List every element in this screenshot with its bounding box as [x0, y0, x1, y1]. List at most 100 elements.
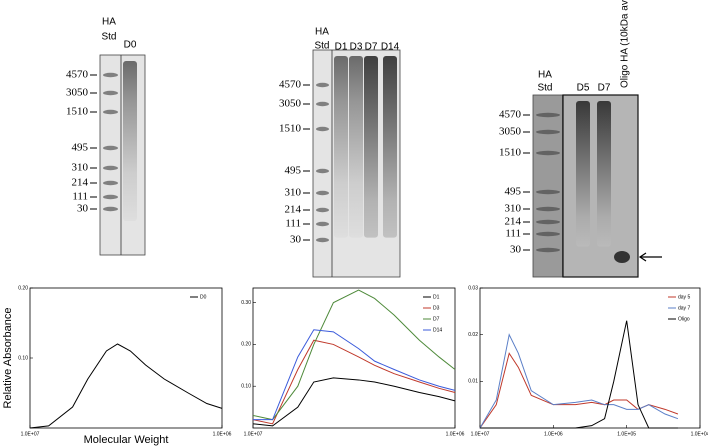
x-tick-label: 1.0E+06: [213, 431, 232, 437]
data-line: [479, 352, 679, 429]
legend-label: D7: [433, 316, 440, 322]
arrow-head: [638, 252, 647, 262]
marker-label: 111: [505, 228, 521, 240]
y-tick-label: 0.03: [468, 285, 478, 291]
std-band: [536, 247, 560, 253]
marker-label: 310: [285, 187, 302, 199]
std-band: [316, 126, 329, 132]
marker-label: 4570: [499, 109, 522, 121]
marker-label: 30: [290, 234, 302, 246]
std-band: [316, 207, 329, 213]
std-band: [103, 206, 118, 212]
std-band: [103, 145, 118, 151]
lane-label: D3: [350, 42, 363, 53]
legend-label: day 7: [678, 305, 690, 311]
x-axis-label: Molecular Weight: [84, 434, 169, 446]
marker-label: 111: [72, 191, 88, 203]
legend-label: day 5: [678, 294, 690, 300]
marker-label: 4570: [279, 79, 302, 91]
lane-smear: [364, 56, 378, 238]
std-band: [103, 72, 118, 78]
plot-frame: [29, 287, 223, 429]
data-line: [252, 377, 456, 427]
std-band: [536, 129, 560, 135]
marker-label: 3050: [499, 126, 522, 138]
marker-label: 310: [505, 203, 522, 215]
gel-header: Std: [537, 83, 552, 94]
std-band: [536, 231, 560, 237]
marker-label: 214: [505, 216, 522, 228]
marker-label: 3050: [66, 87, 89, 99]
gel-header: HA: [315, 27, 329, 38]
marker-label: 30: [510, 244, 522, 256]
lane-label: D14: [381, 42, 400, 53]
marker-label: 4570: [66, 69, 89, 81]
plot-frame: [479, 287, 701, 429]
lane-label: Oligo HA (10kDa av): [620, 0, 631, 88]
marker-label: 495: [505, 186, 522, 198]
std-band: [103, 109, 118, 115]
marker-label: 111: [285, 218, 301, 230]
x-tick-label: 1.0E+05: [617, 431, 636, 437]
std-band: [536, 150, 560, 156]
data-line: [253, 329, 456, 421]
y-tick-label: 0.02: [468, 332, 478, 338]
y-axis-label: Relative Absorbance: [2, 308, 14, 409]
y-tick-label: 0.20: [18, 285, 28, 291]
marker-label: 214: [72, 177, 89, 189]
x-tick-label: 1.0E+06: [544, 431, 563, 437]
marker-label: 310: [72, 162, 89, 174]
y-tick-label: 0.20: [241, 342, 251, 348]
lane-smear: [576, 101, 590, 247]
lane-label: D1: [335, 42, 348, 53]
std-band: [536, 219, 560, 225]
gel-header: Std: [314, 41, 329, 52]
std-band: [103, 180, 118, 186]
std-band: [316, 168, 329, 174]
lane-smear: [597, 101, 611, 247]
legend-label: D14: [433, 327, 442, 333]
lane-smear: [123, 61, 137, 221]
legend-label: D3: [433, 305, 440, 311]
x-tick-label: 1.0E+07: [244, 431, 263, 437]
x-tick-label: 1.0E+04: [691, 431, 708, 437]
marker-label: 1510: [279, 123, 302, 135]
x-tick-label: 1.0E+07: [471, 431, 490, 437]
y-tick-label: 0.30: [241, 300, 251, 306]
legend-label: Oligo: [678, 316, 690, 322]
legend-label: D0: [200, 294, 207, 300]
marker-label: 30: [77, 203, 89, 215]
std-band: [103, 194, 118, 200]
lane-label: D5: [577, 83, 590, 94]
data-line: [480, 320, 678, 429]
gel-header: HA: [102, 17, 116, 28]
gel-header: Std: [101, 32, 116, 43]
std-band: [316, 237, 329, 243]
data-line: [252, 289, 456, 421]
lane-label: D0: [124, 40, 137, 51]
y-tick-label: 0.10: [241, 384, 251, 390]
y-tick-label: 0.10: [18, 355, 28, 361]
oligo-band: [614, 251, 630, 263]
gel-header: HA: [538, 70, 552, 81]
marker-label: 495: [285, 165, 302, 177]
marker-label: 495: [72, 142, 89, 154]
std-band: [316, 101, 329, 107]
lane-smear: [383, 56, 397, 238]
std-band: [536, 189, 560, 195]
data-line: [29, 343, 223, 429]
std-band: [316, 221, 329, 227]
marker-label: 1510: [66, 106, 89, 118]
data-line: [252, 339, 456, 425]
y-tick-label: 0.01: [468, 379, 478, 385]
std-band: [536, 112, 560, 118]
lane-label: D7: [598, 83, 611, 94]
data-line: [479, 333, 679, 429]
std-band: [316, 190, 329, 196]
x-tick-label: 1.0E+07: [21, 431, 40, 437]
std-band: [103, 165, 118, 171]
lane-smear: [349, 56, 363, 238]
marker-label: 1510: [499, 147, 522, 159]
marker-label: 214: [285, 204, 302, 216]
